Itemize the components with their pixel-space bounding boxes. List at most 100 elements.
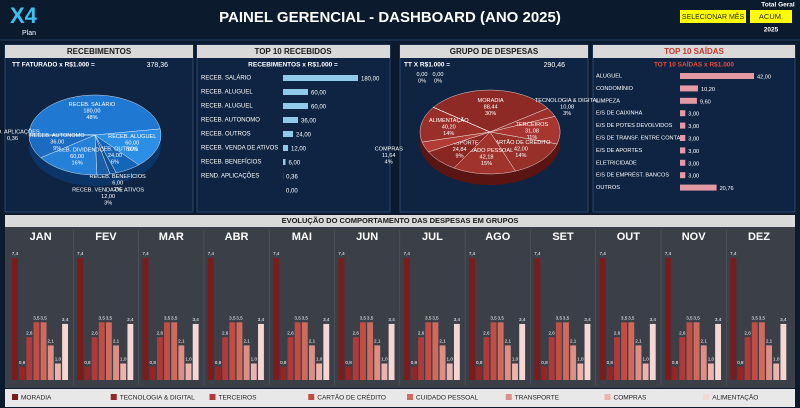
bar-value: 2,6 [418,330,425,335]
panel [592,44,796,213]
bar-category: RECEB. ALUGUEL [201,90,253,96]
pie-label-percent: 3% [104,200,112,206]
legend-area [5,389,795,407]
bar-value: 3,4 [650,317,657,322]
bar [555,322,562,380]
bar-value: 3,5 [497,316,504,321]
panel-header [5,45,193,58]
select-box[interactable] [680,10,746,23]
bar [403,258,410,380]
bar [665,258,671,380]
legend-swatch [505,394,512,400]
bar [280,366,287,380]
bar [686,322,693,380]
bar-value: 0,36 [286,175,298,181]
bar-value: 0,8 [215,360,222,365]
legend-swatch [209,394,216,400]
bar-value: 3,00 [688,149,699,155]
pie-label-value: 24,00 [108,153,122,159]
panel [196,44,391,213]
year: 2025 [764,27,779,34]
bar-category: REND. APLICAÇÕES [201,173,259,180]
bar-value: 3,4 [192,317,199,322]
bar [345,366,352,380]
bar [439,345,446,380]
bar [91,337,98,380]
pie-label-name: TERCEIROS [516,122,549,128]
bar-value: 3,4 [780,317,787,322]
month-label: JUL [422,231,443,243]
bar [751,322,758,380]
bar-value: 60,00 [311,91,327,97]
pie-label-percent: 14% [515,153,526,159]
legend-swatch [12,394,18,400]
select-value: ACUM. [759,12,783,21]
bar [215,366,221,380]
pie-label-name: REND. APLICAÇÕES [0,128,40,135]
pie-label-percent: 15% [481,161,492,167]
bar-value: 9,60 [700,99,711,105]
bar-value: 3,00 [688,161,699,167]
bar [730,258,737,380]
total-label: Total Geral [761,2,795,9]
panel-header [400,45,588,58]
bar [700,345,707,380]
bar-value: 3,5 [693,316,700,321]
bar [229,322,236,380]
bar [367,322,374,380]
pie-label-percent: 6% [111,160,119,166]
bar-value: 2,1 [309,339,316,344]
month-label: SET [552,231,574,243]
bar [222,337,229,380]
pie-label-value: 31,08 [525,128,539,134]
bar-value: 12,00 [291,147,307,153]
bar-value: 2,1 [48,339,55,344]
bar-value: 3,5 [360,316,367,321]
pie-label-value: 11,64 [382,153,396,159]
pie-label-percent: 30% [485,111,496,117]
bar-value: 24,00 [296,133,312,139]
pie-label-value: 36,00 [50,140,64,146]
bar-value: 2,1 [570,339,577,344]
pie-label-value: 60,00 [125,141,139,147]
section-header [5,215,795,227]
bar [680,110,686,117]
bar [446,363,453,380]
bar-category: CONDOMÍNIO [596,85,634,92]
bar-value: 7,4 [142,251,149,256]
panel-subtitle: RECEBIMENTOS x R$1.000 = [248,62,338,69]
bar-value: 1,0 [251,357,258,362]
bar [758,322,765,380]
bar [316,363,323,380]
bar [744,337,751,380]
bar [283,145,288,151]
bar-value: 2,1 [243,339,250,344]
bar-value: 2,1 [113,339,120,344]
pie-label-percent: 3% [563,111,571,117]
legend-label: ALIMENTAÇÃO [712,393,758,402]
pie-label-value: 0,00 [433,72,444,78]
bar-value: 3,4 [388,317,395,322]
section-title: EVOLUÇÃO DO COMPORTAMENTO DAS DESPESAS E… [282,216,519,225]
pie-label-percent: 16% [127,147,138,153]
pie-label-name: COMPRAS [375,146,404,152]
bar [294,322,301,380]
month-label: ABR [225,231,249,243]
bar-value: 3,5 [621,316,628,321]
bar-value: 1,0 [55,357,62,362]
bar-value: 3,5 [563,316,570,321]
bar [127,323,134,380]
pie-label-name: CUIDADO PESSOAL [460,148,513,154]
bar-value: 1,0 [447,357,454,362]
bar [359,322,366,380]
pie-label-name: RECEB. DIVIDENDO [50,147,104,153]
panel-title: TOP 10 SAÍDAS [664,47,724,56]
pie-slice [419,107,491,143]
pie-label-name: TECNOLOGIA & DIGITAL [535,98,600,104]
bar-value: 3,4 [323,317,330,322]
bar-value: 0,8 [607,360,614,365]
bar [570,345,577,380]
select-value-box[interactable] [750,10,792,23]
pie-slice [40,134,98,176]
